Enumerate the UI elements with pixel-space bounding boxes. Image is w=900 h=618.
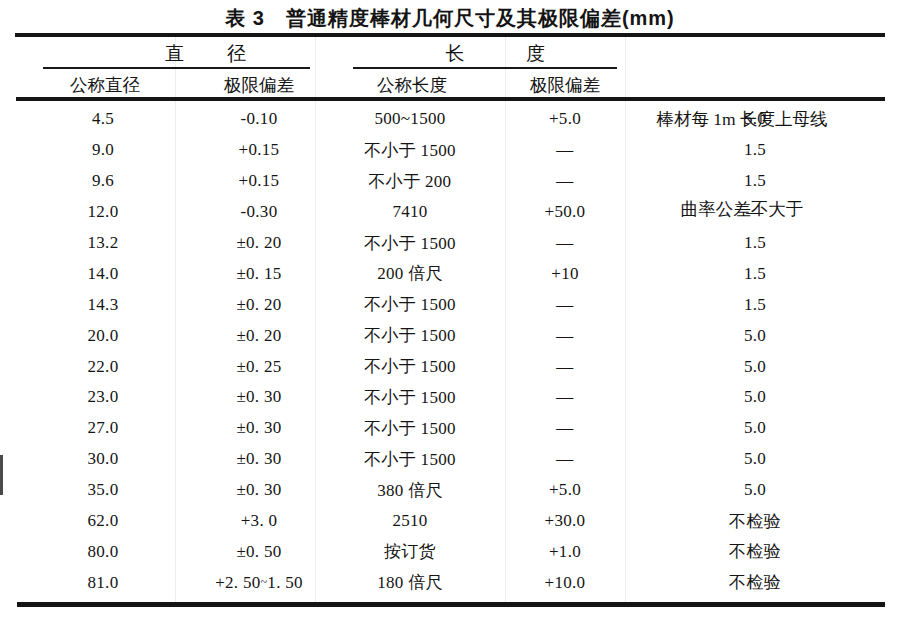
length-group-header: 长 度 — [353, 40, 617, 68]
table-cell: -0.10 — [189, 104, 329, 135]
table-cell: 14.0 — [23, 258, 183, 289]
table-cell: 不小于 1500 — [315, 135, 505, 166]
table-cell: +3. 0 — [189, 506, 329, 537]
table-cell: — — [625, 197, 885, 228]
table-cell: 5.0 — [625, 444, 885, 475]
table-cell: 4.5 — [23, 104, 183, 135]
table-cell: ±0. 20 — [189, 289, 329, 320]
table-cell: 1.5 — [625, 289, 885, 320]
table-cell: 30.0 — [23, 444, 183, 475]
table-cell: 80.0 — [23, 536, 183, 567]
table-cell: — — [505, 166, 625, 197]
table-cell: 22.0 — [23, 351, 183, 382]
table-cell: 不小于 1500 — [315, 413, 505, 444]
subheader-nominal-diameter: 公称直径 — [25, 72, 185, 97]
table-cell: 81.0 — [23, 567, 183, 598]
table-cell: +0.15 — [189, 166, 329, 197]
scan-artifact — [0, 455, 3, 495]
table-cell: 不小于 1500 — [315, 289, 505, 320]
top-rule — [15, 33, 885, 37]
table-cell: 不小于 1500 — [315, 320, 505, 351]
table-cell: — — [505, 351, 625, 382]
sub-header-row: 公称直径 极限偏差 公称长度 极限偏差 — [15, 72, 885, 97]
header-rule — [16, 97, 885, 101]
table-cell: 5.0 — [625, 104, 885, 135]
table-cell: ±0. 25 — [189, 351, 329, 382]
table-cell: 5.0 — [625, 382, 885, 413]
diameter-group-header: 直 径 — [43, 40, 310, 68]
table-cell: 不小于 1500 — [315, 351, 505, 382]
table-cell: +5.0 — [505, 475, 625, 506]
table-cell: 7410 — [315, 197, 505, 228]
length-group-underline — [353, 67, 617, 69]
table-cell: 380 倍尺 — [315, 475, 505, 506]
table-cell: 1.5 — [625, 228, 885, 259]
table-cell: ±0. 20 — [189, 228, 329, 259]
table-cell: ±0. 30 — [189, 382, 329, 413]
table-cell: 不小于 200 — [315, 166, 505, 197]
table-cell: 2510 — [315, 506, 505, 537]
table-cell: 200 倍尺 — [315, 258, 505, 289]
table-cell: 12.0 — [23, 197, 183, 228]
table-cell: 27.0 — [23, 413, 183, 444]
subheader-length-deviation: 极限偏差 — [505, 72, 625, 97]
table-cell: +2. 50~1. 50 — [189, 567, 329, 598]
table-cell: +0.15 — [189, 135, 329, 166]
table-cell: — — [505, 444, 625, 475]
table-cell: +10.0 — [505, 567, 625, 598]
table-cell: +5.0 — [505, 104, 625, 135]
table-cell: ±0. 30 — [189, 413, 329, 444]
bottom-rule — [17, 602, 885, 607]
table-cell: 不小于 1500 — [315, 444, 505, 475]
table-cell: 1.5 — [625, 135, 885, 166]
table-cell: 1.5 — [625, 166, 885, 197]
table-cell: ±0. 30 — [189, 444, 329, 475]
table-cell: 62.0 — [23, 506, 183, 537]
table-cell: 5.0 — [625, 413, 885, 444]
subheader-diameter-deviation: 极限偏差 — [189, 72, 329, 97]
table-cell: 按订货 — [315, 536, 505, 567]
table-cell: 23.0 — [23, 382, 183, 413]
table-cell: -0.30 — [189, 197, 329, 228]
subheader-nominal-length: 公称长度 — [317, 72, 507, 97]
table-cell: 1.5 — [625, 258, 885, 289]
table-cell: — — [505, 320, 625, 351]
table-cell: ±0. 15 — [189, 258, 329, 289]
table-cell: — — [505, 228, 625, 259]
table-body: 4.5-0.10500~1500+5.05.09.0+0.15不小于 1500—… — [15, 104, 885, 598]
table-cell: 不检验 — [625, 506, 885, 537]
subheader-empty — [625, 72, 885, 97]
table-cell: 9.0 — [23, 135, 183, 166]
table-cell: — — [505, 289, 625, 320]
table-cell: 180 倍尺 — [315, 567, 505, 598]
diameter-group-underline — [43, 67, 310, 69]
table-cell: ±0. 50 — [189, 536, 329, 567]
scanned-table-page: 表 3 普通精度棒材几何尺寸及其极限偏差(mm) 直 径 长 度 棒材每 1m … — [0, 0, 900, 618]
table-cell: +10 — [505, 258, 625, 289]
table-cell: +1.0 — [505, 536, 625, 567]
table-cell: +50.0 — [505, 197, 625, 228]
table-cell: 5.0 — [625, 320, 885, 351]
table-cell: — — [505, 413, 625, 444]
table-cell: +30.0 — [505, 506, 625, 537]
table-cell: — — [505, 382, 625, 413]
table-cell: 不检验 — [625, 567, 885, 598]
table-cell: 不小于 1500 — [315, 228, 505, 259]
table-cell: 不检验 — [625, 536, 885, 567]
table-cell: 20.0 — [23, 320, 183, 351]
table-cell: 35.0 — [23, 475, 183, 506]
table-cell: — — [505, 135, 625, 166]
table-cell: 5.0 — [625, 475, 885, 506]
table-cell: 9.6 — [23, 166, 183, 197]
table-cell: 不小于 1500 — [315, 382, 505, 413]
table-cell: 500~1500 — [315, 104, 505, 135]
table-cell: 13.2 — [23, 228, 183, 259]
table-cell: ±0. 30 — [189, 475, 329, 506]
table-cell: 5.0 — [625, 351, 885, 382]
table-cell: 14.3 — [23, 289, 183, 320]
table-title: 表 3 普通精度棒材几何尺寸及其极限偏差(mm) — [0, 5, 900, 32]
table-cell: ±0. 20 — [189, 320, 329, 351]
